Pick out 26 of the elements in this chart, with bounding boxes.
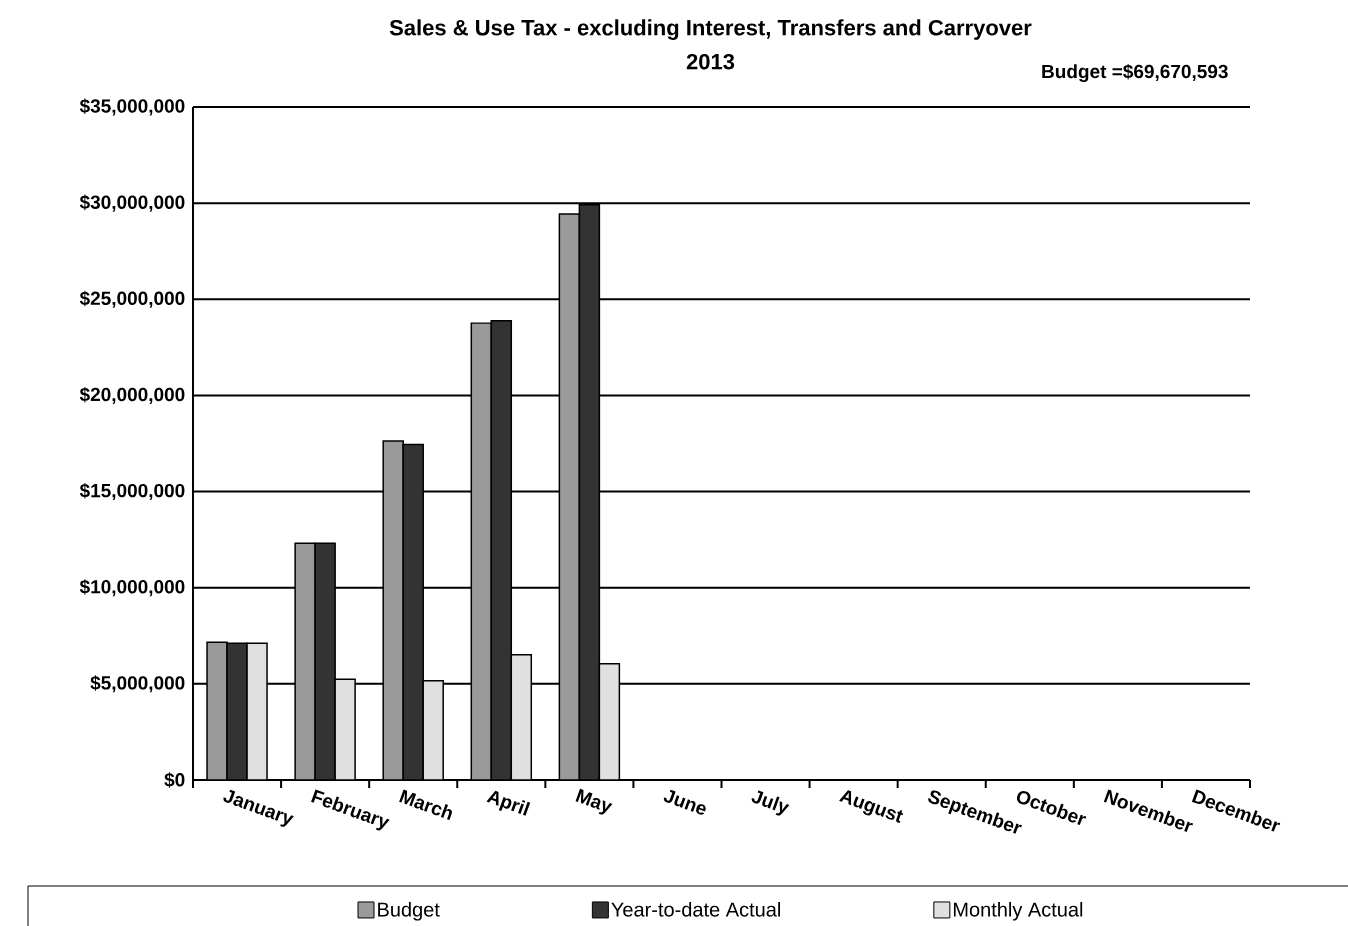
y-tick-label: $35,000,000 (79, 98, 185, 116)
x-tick-label: May (575, 788, 613, 815)
y-tick-label: $10,000,000 (79, 579, 185, 597)
bar (490, 320, 513, 780)
bar (558, 213, 581, 780)
chart-title: Sales & Use Tax - excluding Interest, Transfers and Carryover (389, 19, 1032, 40)
x-tick-label: June (663, 789, 706, 815)
y-tick-label: $5,000,000 (90, 675, 185, 693)
bar (470, 322, 493, 780)
chart-subtitle: 2013 (686, 53, 735, 70)
x-tick-label: July (751, 790, 790, 816)
bar (598, 663, 621, 780)
y-tick-label: $20,000,000 (79, 386, 185, 404)
bar (510, 654, 533, 780)
x-tick-label: March (399, 789, 452, 821)
bar (578, 203, 601, 780)
legend-label: Monthly Actual (953, 901, 1083, 921)
text: Budget =$69,670,593 (1042, 63, 1228, 83)
y-tick-label: $15,000,000 (79, 483, 185, 501)
x-tick-label: April (486, 790, 531, 816)
legend-label: Year-to-date Actual (611, 901, 780, 917)
y-tick-label: $0 (164, 772, 185, 788)
y-tick-label: $25,000,000 (79, 290, 185, 308)
y-tick-label: $30,000,000 (79, 194, 185, 212)
bar (402, 443, 424, 780)
legend-label: Budget (378, 901, 440, 921)
